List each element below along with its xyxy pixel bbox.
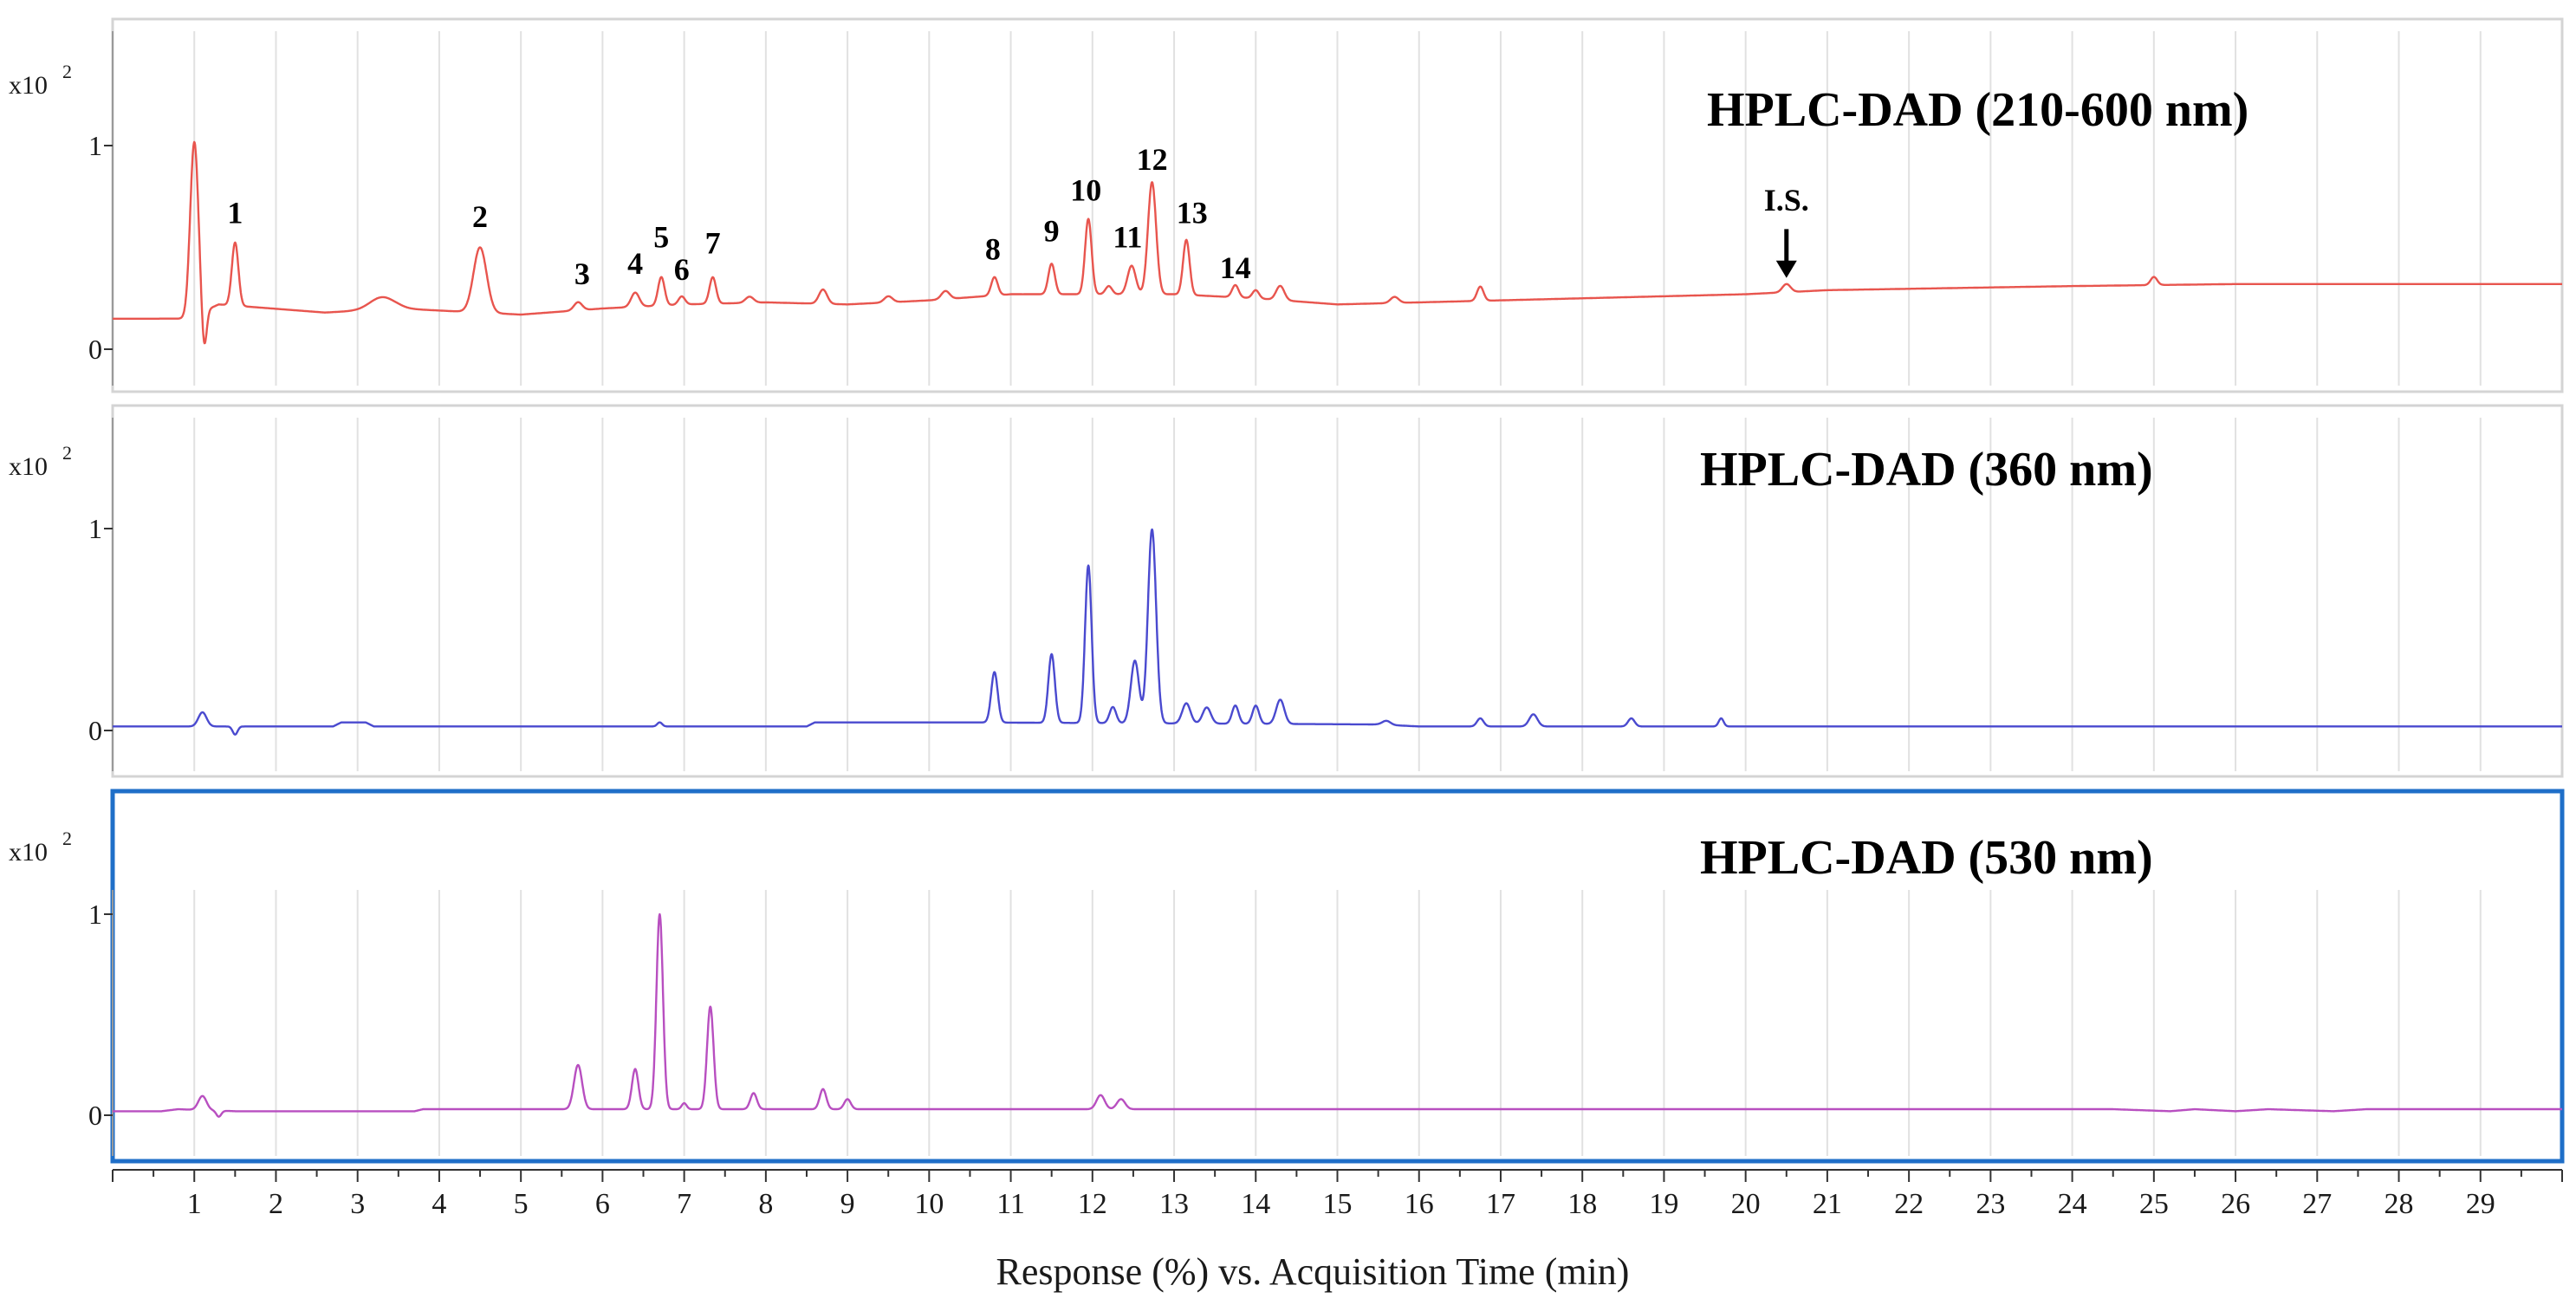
chromatogram-trace (112, 528, 2563, 736)
x-tick-label: 24 (2058, 1188, 2087, 1220)
x-tick-label: 17 (1486, 1188, 1515, 1220)
y-tick-label: 0 (88, 1100, 102, 1131)
y-scale-exponent: 2 (62, 828, 72, 849)
x-tick-label: 5 (514, 1188, 529, 1220)
peak-label: 13 (1177, 195, 1208, 230)
x-tick-label: 14 (1241, 1188, 1270, 1220)
x-tick-label: 26 (2221, 1188, 2250, 1220)
peak-label: 8 (985, 232, 1001, 267)
internal-standard-arrow (1775, 229, 1797, 278)
y-tick-label: 0 (88, 715, 102, 746)
x-tick-label: 11 (996, 1188, 1025, 1220)
x-tick-label: 21 (1813, 1188, 1842, 1220)
x-tick-label: 2 (269, 1188, 283, 1220)
chromatogram-trace (112, 912, 2563, 1118)
y-tick-label: 0 (88, 334, 102, 365)
peak-label: 10 (1070, 172, 1101, 207)
x-tick-label: 20 (1731, 1188, 1761, 1220)
x-tick-label: 16 (1405, 1188, 1434, 1220)
x-tick-label: 22 (1894, 1188, 1924, 1220)
x-tick-label: 28 (2385, 1188, 2414, 1220)
peak-label: 11 (1113, 220, 1142, 255)
x-tick-label: 1 (187, 1188, 202, 1220)
peak-label: 2 (472, 199, 488, 234)
x-tick-label: 9 (840, 1188, 855, 1220)
y-tick-label: 1 (88, 130, 102, 161)
peak-label: 6 (674, 252, 690, 287)
chromatogram-trace (112, 140, 2563, 345)
x-tick-label: 12 (1078, 1188, 1107, 1220)
x-tick-label: 7 (677, 1188, 691, 1220)
peak-label: 12 (1137, 142, 1168, 177)
y-scale-label: x10 (9, 71, 48, 100)
x-tick-label: 18 (1567, 1188, 1597, 1220)
x-tick-label: 15 (1323, 1188, 1353, 1220)
x-tick-label: 29 (2466, 1188, 2495, 1220)
y-scale-label: x10 (9, 838, 48, 867)
chromatogram-panel-2: x10 2 1 0 HPLC-DAD (360 nm) (9, 404, 2564, 778)
x-tick-label: 27 (2302, 1188, 2332, 1220)
panel-title: HPLC-DAD (210-600 nm) (1707, 83, 2248, 137)
x-tick-label: 19 (1649, 1188, 1678, 1220)
x-axis: 1 2 3 4 5 6 7 8 9 10 11 12 13 14 15 16 17 18 19 20 21 22 23 24 2… (112, 1169, 2563, 1220)
x-tick-label: 3 (350, 1188, 365, 1220)
y-scale-exponent: 2 (62, 442, 72, 464)
x-tick-label: 4 (431, 1188, 446, 1220)
panel-title: HPLC-DAD (360 nm) (1700, 443, 2153, 497)
x-tick-label: 25 (2139, 1188, 2169, 1220)
peak-label: 9 (1044, 213, 1060, 248)
peak-label: I.S. (1764, 183, 1809, 218)
y-scale-label: x10 (9, 452, 48, 481)
y-scale-exponent: 2 (62, 61, 72, 82)
x-tick-label: 10 (914, 1188, 944, 1220)
y-tick-label: 1 (88, 899, 102, 930)
y-tick-label: 1 (88, 513, 102, 544)
x-tick-label: 8 (758, 1188, 773, 1220)
peak-label: 4 (627, 246, 643, 281)
x-axis-title: Response (%) vs. Acquisition Time (min) (996, 1250, 1630, 1293)
x-tick-label: 6 (595, 1188, 610, 1220)
panel-title: HPLC-DAD (530 nm) (1700, 831, 2153, 885)
x-tick-label: 13 (1159, 1188, 1189, 1220)
peak-label: 1 (227, 195, 243, 230)
chromatogram-panel-3: x10 2 1 0 HPLC-DAD (530 nm) (9, 789, 2565, 1164)
peak-label: 7 (705, 226, 721, 261)
peak-label: 3 (574, 256, 590, 291)
peak-label: 5 (653, 220, 669, 255)
peak-label: 14 (1220, 250, 1251, 285)
x-tick-label: 23 (1976, 1188, 2005, 1220)
